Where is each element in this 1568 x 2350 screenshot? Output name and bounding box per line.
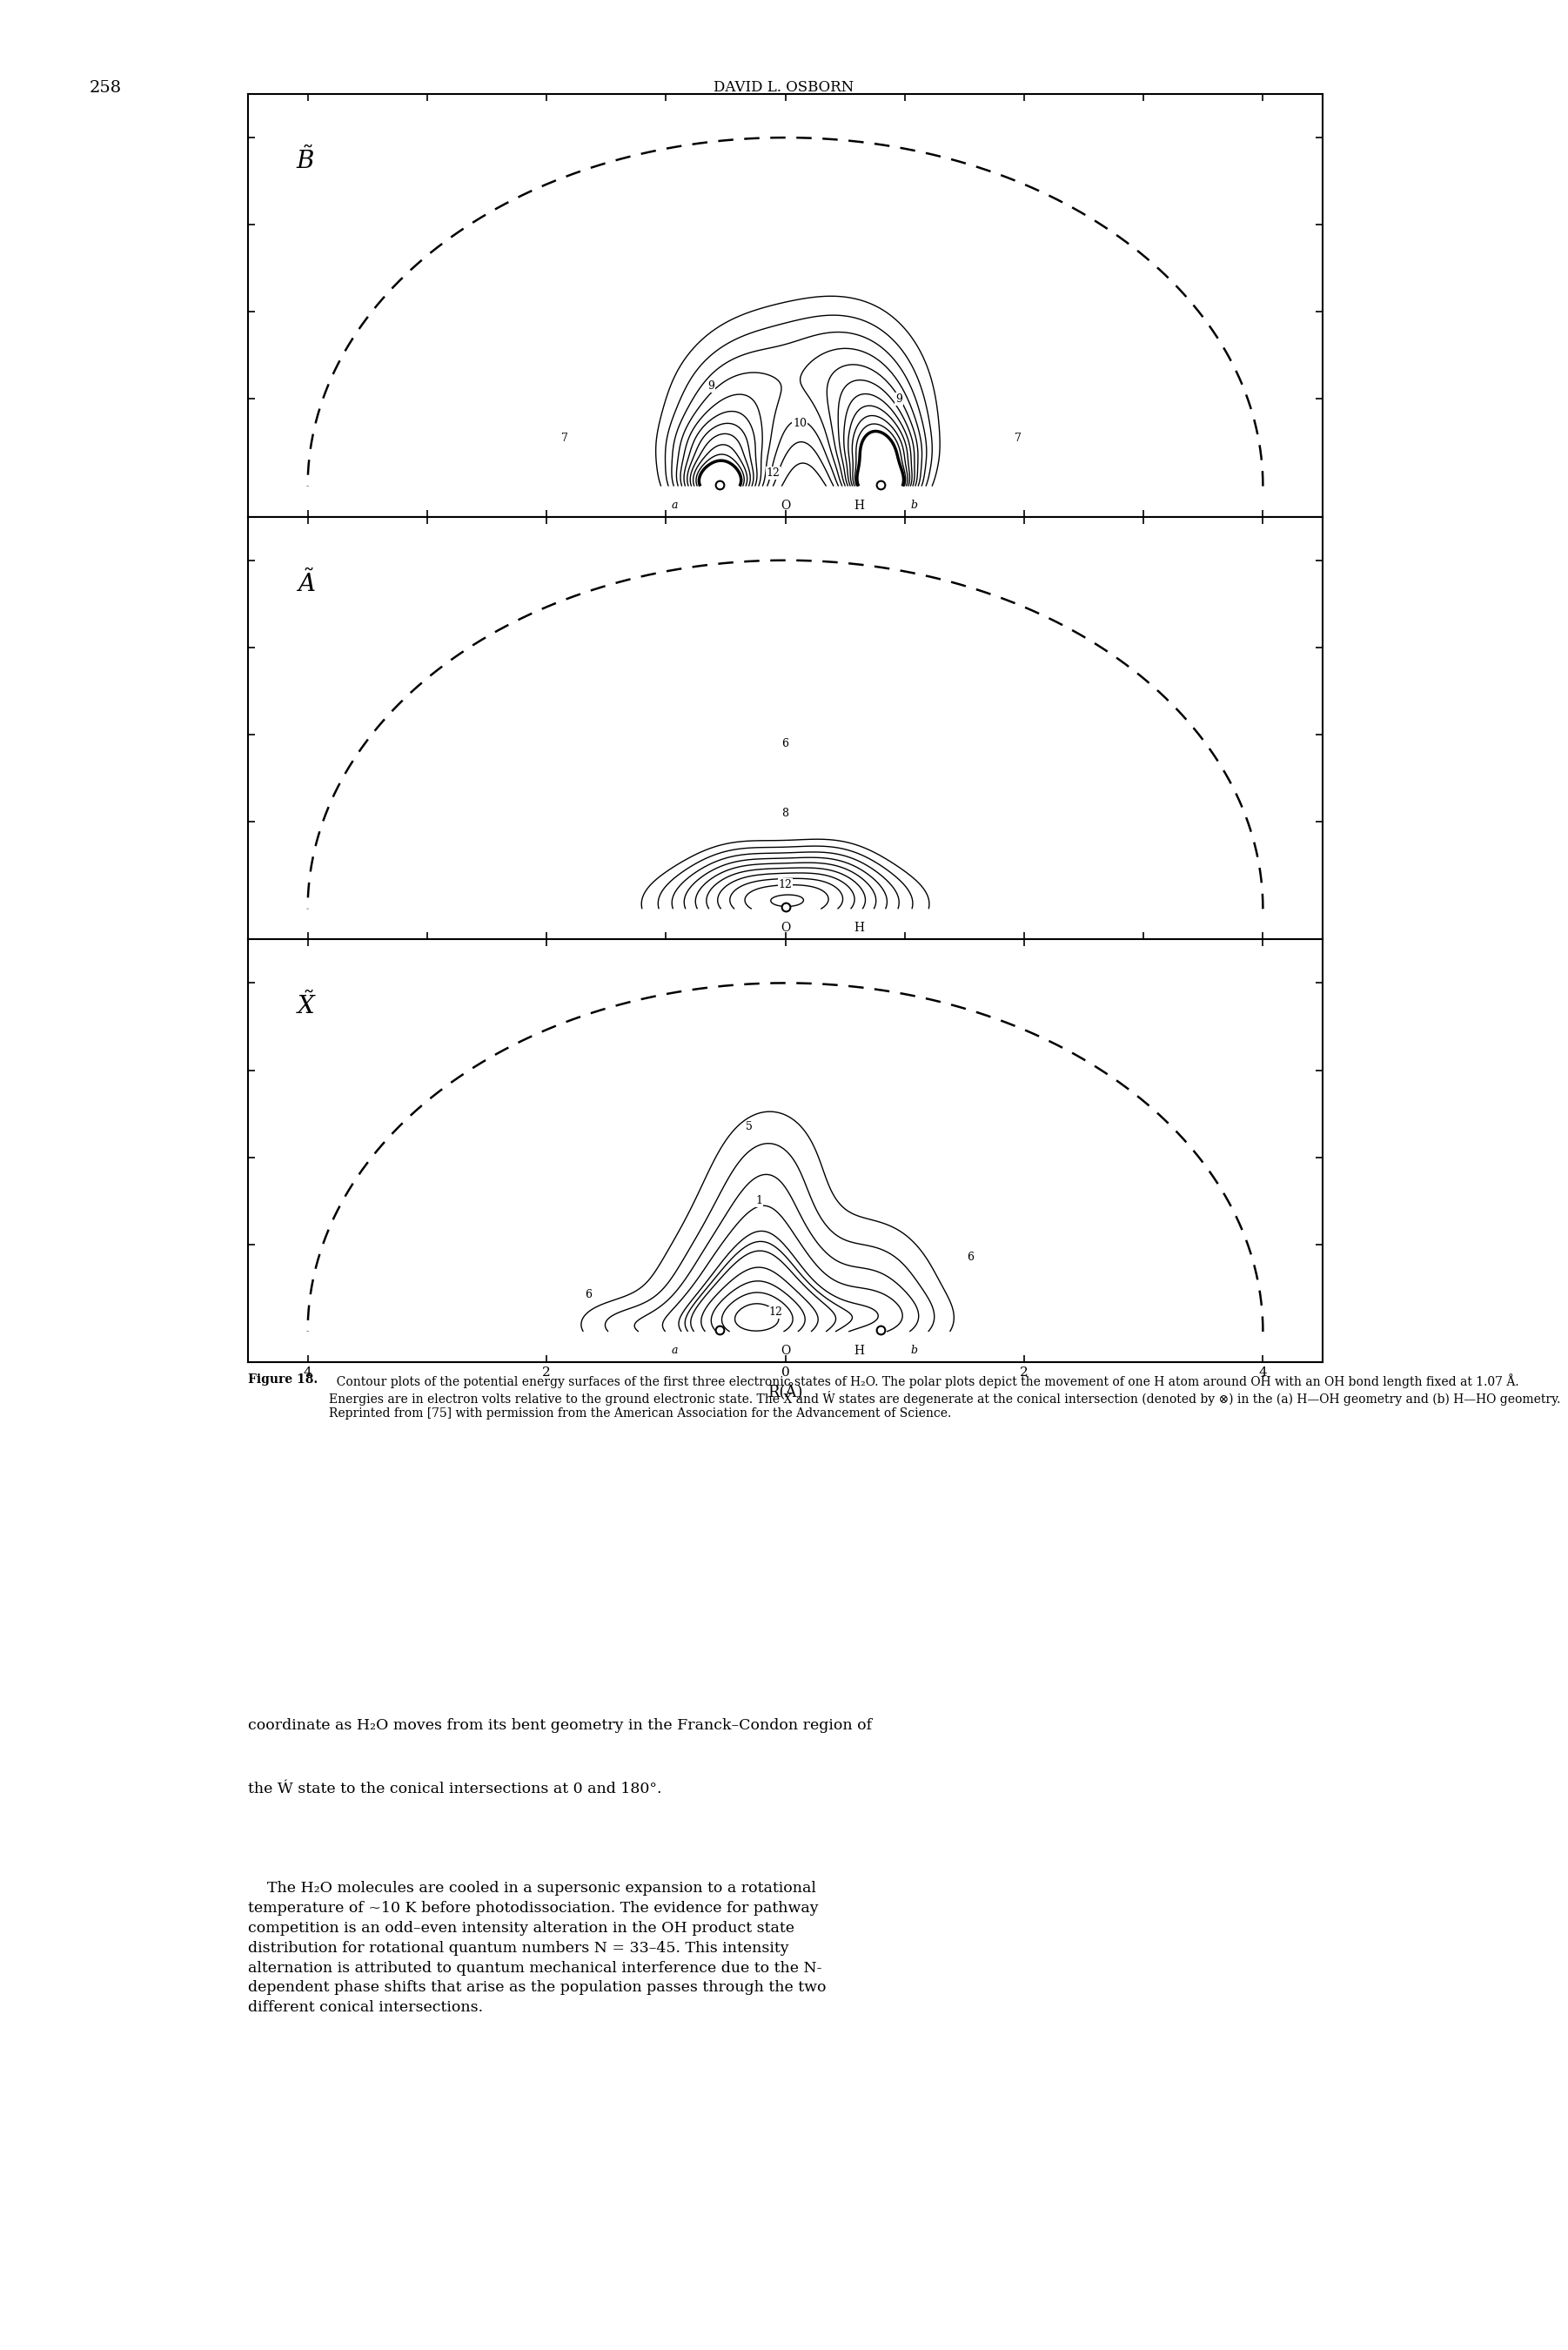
Text: 12: 12 — [778, 879, 792, 891]
Text: 12: 12 — [767, 468, 781, 479]
Text: 1: 1 — [756, 1196, 762, 1206]
Text: b: b — [911, 501, 917, 510]
Text: $\tilde{B}$: $\tilde{B}$ — [296, 146, 315, 174]
Text: $\tilde{A}$: $\tilde{A}$ — [296, 569, 315, 597]
Text: O: O — [781, 1344, 790, 1356]
Text: The H₂O molecules are cooled in a supersonic expansion to a rotational
temperatu: The H₂O molecules are cooled in a supers… — [248, 1880, 826, 2016]
Text: 5: 5 — [746, 1121, 753, 1133]
Text: a: a — [671, 501, 677, 510]
Text: a: a — [671, 1344, 677, 1356]
Text: 7: 7 — [561, 432, 568, 444]
Text: Contour plots of the potential energy surfaces of the first three electronic sta: Contour plots of the potential energy su… — [329, 1375, 1560, 1419]
Text: H: H — [855, 1344, 864, 1356]
Text: the Ẃ state to the conical intersections at 0 and 180°.: the Ẃ state to the conical intersections… — [248, 1781, 662, 1795]
X-axis label: R(Å): R(Å) — [768, 1384, 803, 1401]
Text: 6: 6 — [782, 738, 789, 750]
Text: O: O — [781, 498, 790, 512]
Text: 9: 9 — [895, 392, 902, 404]
Text: 258: 258 — [89, 80, 122, 96]
Text: H: H — [855, 498, 864, 512]
Text: $\tilde{X}$: $\tilde{X}$ — [296, 992, 317, 1020]
Text: 6: 6 — [585, 1290, 591, 1300]
Text: 12: 12 — [768, 1307, 782, 1318]
Text: 7: 7 — [1014, 432, 1022, 444]
Text: Figure 18.: Figure 18. — [248, 1375, 318, 1386]
Text: 6: 6 — [967, 1253, 974, 1264]
Text: DAVID L. OSBORN: DAVID L. OSBORN — [713, 80, 855, 94]
Text: 10: 10 — [793, 418, 806, 430]
Text: b: b — [911, 1344, 917, 1356]
Text: O: O — [781, 921, 790, 935]
Text: 8: 8 — [782, 808, 789, 818]
Text: H: H — [855, 921, 864, 935]
Text: coordinate as H₂O moves from its bent geometry in the Franck–Condon region of: coordinate as H₂O moves from its bent ge… — [248, 1718, 872, 1732]
Text: 9: 9 — [707, 381, 715, 392]
